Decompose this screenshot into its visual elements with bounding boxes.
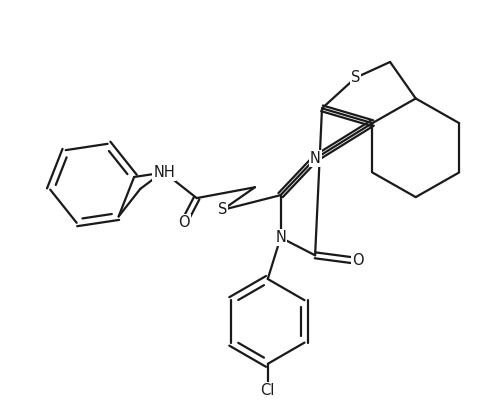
Text: N: N (275, 230, 286, 245)
Text: O: O (352, 253, 364, 268)
Text: S: S (218, 203, 227, 217)
Text: O: O (178, 215, 190, 230)
Text: N: N (310, 151, 320, 166)
Text: NH: NH (154, 165, 175, 180)
Text: Cl: Cl (260, 383, 275, 398)
Text: S: S (351, 70, 360, 85)
